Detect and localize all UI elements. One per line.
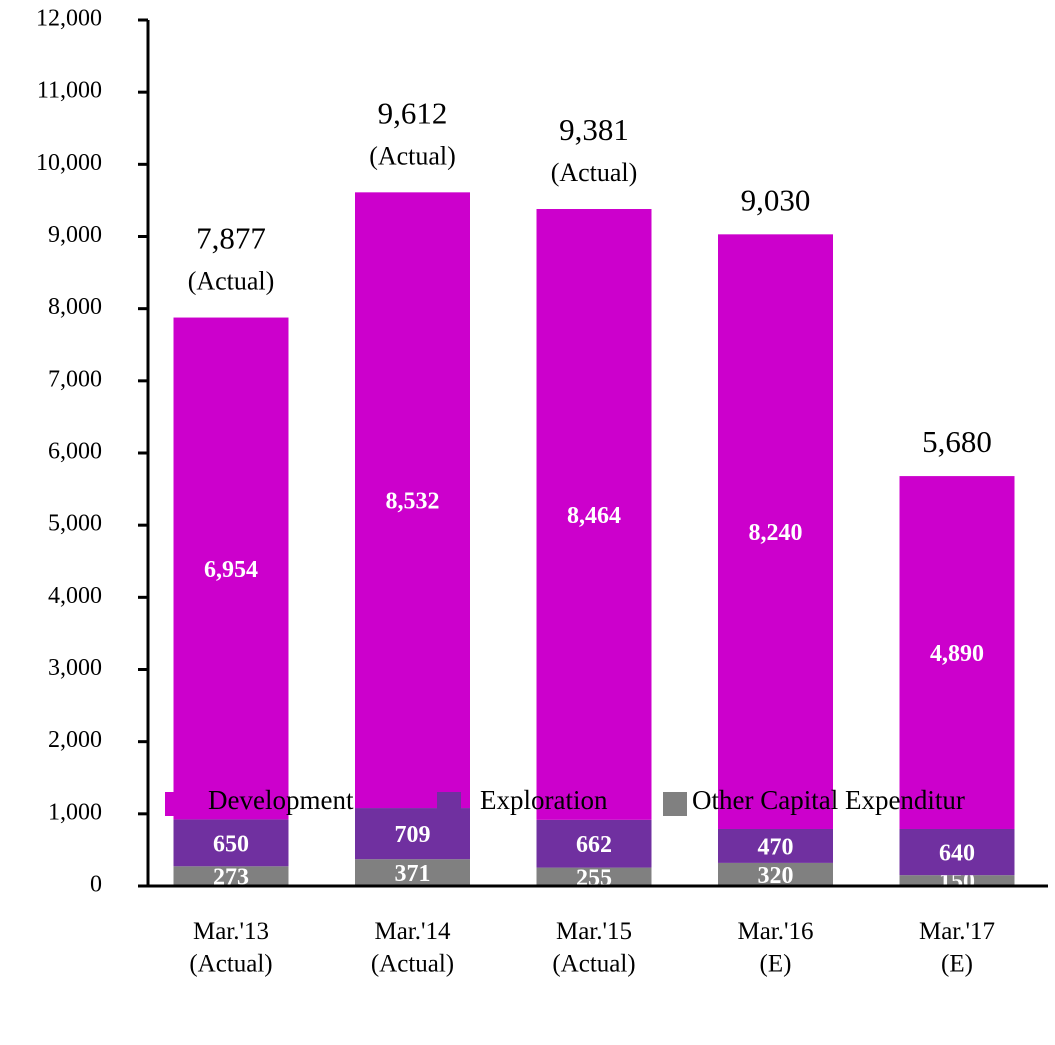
bar-segment	[173, 819, 289, 867]
y-tick-label: 2,000	[48, 727, 102, 753]
bar-segment	[173, 317, 289, 820]
total-label: 9,030	[741, 182, 811, 217]
legend-swatch	[663, 792, 687, 816]
bar-segment	[536, 819, 652, 868]
y-tick-label: 4,000	[48, 583, 102, 609]
bar-segment	[899, 476, 1015, 829]
bar-segment	[355, 859, 470, 886]
y-tick-label: 11,000	[37, 78, 102, 104]
bar-segment	[355, 192, 470, 809]
segment-label: 640	[939, 841, 975, 867]
segment-label: 4,890	[930, 641, 984, 667]
total-label: 9,612	[378, 95, 448, 130]
total-label: 9,381	[559, 112, 629, 147]
x-tick-label: Mar.'14 (Actual)	[371, 918, 454, 978]
y-tick-label: 6,000	[48, 439, 102, 465]
y-tick-label: 3,000	[48, 655, 102, 681]
total-label: 7,877	[196, 221, 266, 256]
bar-segment	[899, 875, 1015, 886]
legend-label: Development	[208, 785, 354, 815]
segment-label: 662	[576, 832, 612, 858]
bar-segment	[718, 862, 833, 886]
segment-label: 650	[213, 831, 249, 857]
bar-segment	[173, 866, 289, 886]
total-note: (Actual)	[188, 267, 275, 296]
total-note: (Actual)	[369, 141, 456, 170]
y-tick-label: 5,000	[48, 511, 102, 537]
bar-segment	[536, 209, 652, 820]
bar-segment	[718, 828, 833, 863]
legend-swatch	[437, 792, 461, 816]
y-tick-label: 7,000	[48, 366, 102, 392]
x-tick-label: Mar.'17 (E)	[919, 918, 995, 978]
legend-label: Other Capital Expenditur	[692, 785, 965, 815]
y-tick-label: 1,000	[48, 799, 102, 825]
y-tick-label: 8,000	[48, 294, 102, 320]
y-tick-label: 0	[90, 872, 102, 898]
bar-segment	[355, 808, 470, 860]
legend-label: Exploration	[480, 785, 608, 815]
segment-label: 8,464	[567, 503, 621, 529]
total-note: (Actual)	[551, 158, 638, 187]
segment-label: 8,532	[386, 489, 440, 515]
y-tick-label: 12,000	[36, 6, 102, 32]
total-label: 5,680	[922, 424, 992, 459]
bar-segment	[536, 867, 652, 886]
segment-label: 8,240	[749, 520, 803, 546]
segment-label: 371	[395, 861, 431, 887]
x-tick-label: Mar.'15 (Actual)	[552, 918, 635, 978]
y-tick-label: 9,000	[48, 222, 102, 248]
segment-label: 709	[395, 822, 431, 848]
x-tick-label: Mar.'13 (Actual)	[189, 918, 272, 978]
segment-label: 470	[758, 834, 794, 860]
legend-swatch	[165, 792, 189, 816]
bar-segment	[899, 828, 1015, 876]
bar-segment	[718, 234, 833, 829]
y-tick-label: 10,000	[36, 150, 102, 176]
x-tick-label: Mar.'16 (E)	[737, 918, 813, 978]
segment-label: 6,954	[204, 557, 258, 583]
